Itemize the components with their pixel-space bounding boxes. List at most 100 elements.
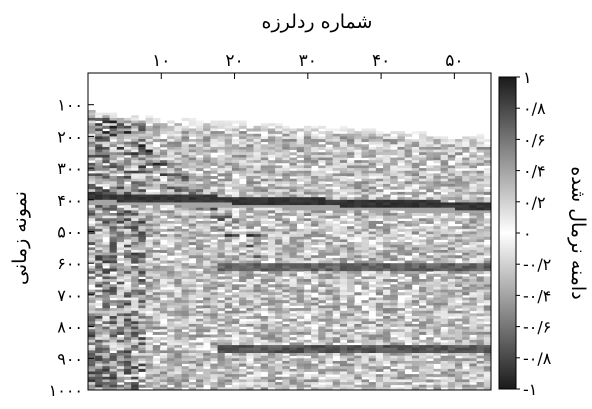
heatmap-cell	[239, 136, 247, 140]
heatmap-cell	[469, 244, 478, 248]
heatmap-cell	[397, 154, 406, 158]
heatmap-cell	[260, 284, 269, 288]
heatmap-cell	[267, 384, 276, 388]
heatmap-cell	[303, 133, 312, 137]
heatmap-cell	[383, 302, 391, 306]
heatmap-cell	[311, 321, 319, 325]
heatmap-cell	[411, 368, 420, 372]
heatmap-cell	[116, 273, 125, 277]
heatmap-cell	[253, 292, 262, 296]
heatmap-cell	[116, 231, 125, 235]
heatmap-cell	[123, 286, 132, 291]
heatmap-cell	[282, 368, 290, 372]
heatmap-cell	[109, 255, 118, 259]
heatmap-cell	[159, 160, 168, 164]
heatmap-cell	[188, 265, 197, 269]
heatmap-cell	[404, 281, 413, 285]
heatmap-cell	[224, 284, 233, 288]
heatmap-cell	[440, 244, 449, 248]
heatmap-cell	[239, 313, 247, 317]
heatmap-cell	[95, 191, 103, 195]
heatmap-cell	[131, 117, 139, 121]
heatmap-cell	[217, 157, 226, 161]
heatmap-cell	[375, 382, 384, 386]
heatmap-cell	[383, 210, 391, 214]
heatmap-cell	[397, 366, 406, 370]
heatmap-cell	[455, 276, 463, 280]
heatmap-cell	[476, 202, 485, 206]
heatmap-cell	[152, 239, 161, 243]
heatmap-cell	[210, 146, 218, 151]
heatmap-cell	[469, 329, 478, 333]
heatmap-cell	[325, 160, 334, 164]
heatmap-cell	[339, 323, 348, 327]
heatmap-cell	[318, 189, 326, 193]
heatmap-cell	[174, 313, 182, 317]
heatmap-cell	[404, 183, 413, 187]
heatmap-cell	[390, 247, 398, 251]
heatmap-cell	[123, 131, 132, 135]
heatmap-cell	[123, 226, 132, 230]
heatmap-cell	[397, 308, 406, 312]
heatmap-cell	[368, 234, 377, 238]
heatmap-cell	[152, 331, 161, 335]
heatmap-cell	[102, 231, 110, 235]
heatmap-cell	[152, 363, 161, 367]
heatmap-cell	[339, 189, 348, 193]
heatmap-cell	[411, 186, 420, 190]
heatmap-cell	[469, 384, 478, 388]
heatmap-cell	[296, 165, 305, 169]
heatmap-cell	[282, 215, 290, 219]
heatmap-cell	[167, 162, 175, 166]
heatmap-cell	[419, 379, 427, 383]
heatmap-cell	[397, 318, 406, 322]
heatmap-cell	[433, 334, 442, 338]
heatmap-cell	[368, 358, 377, 362]
heatmap-cell	[303, 152, 312, 156]
heatmap-cell	[476, 363, 485, 367]
heatmap-cell	[433, 321, 442, 325]
heatmap-cell	[440, 173, 449, 177]
heatmap-cell	[275, 220, 283, 224]
heatmap-cell	[102, 144, 110, 148]
heatmap-cell	[303, 186, 312, 190]
heatmap-cell	[325, 297, 334, 301]
heatmap-cell	[88, 234, 96, 238]
heatmap-cell	[195, 183, 204, 187]
heatmap-cell	[354, 350, 362, 354]
heatmap-cell	[476, 271, 485, 275]
heatmap-cell	[174, 371, 182, 375]
heatmap-cell	[275, 252, 283, 256]
heatmap-cell	[195, 191, 204, 195]
heatmap-cell	[239, 186, 247, 190]
heatmap-cell	[354, 334, 362, 338]
heatmap-cell	[123, 247, 132, 251]
heatmap-cell	[383, 331, 391, 335]
heatmap-cell	[476, 247, 485, 251]
heatmap-cell	[131, 244, 139, 248]
heatmap-cell	[102, 223, 110, 227]
heatmap-cell	[123, 302, 132, 306]
heatmap-cell	[246, 139, 254, 143]
heatmap-cell	[404, 384, 413, 388]
heatmap-cell	[116, 321, 125, 325]
heatmap-cell	[231, 205, 240, 209]
heatmap-cell	[404, 207, 413, 211]
heatmap-cell	[152, 125, 161, 129]
heatmap-cell	[325, 165, 334, 169]
heatmap-cell	[188, 168, 197, 172]
heatmap-cell	[138, 144, 146, 148]
heatmap-cell	[433, 197, 442, 201]
heatmap-cell	[224, 382, 233, 386]
heatmap-cell	[239, 345, 247, 349]
heatmap-cell	[397, 284, 406, 288]
heatmap-cell	[102, 220, 110, 224]
heatmap-cell	[289, 139, 298, 143]
heatmap-cell	[339, 220, 348, 224]
heatmap-cell	[368, 146, 377, 151]
heatmap-cell	[159, 205, 168, 209]
heatmap-cell	[433, 249, 442, 254]
heatmap-cell	[368, 260, 377, 264]
heatmap-cell	[361, 331, 370, 335]
heatmap-cell	[231, 128, 240, 132]
